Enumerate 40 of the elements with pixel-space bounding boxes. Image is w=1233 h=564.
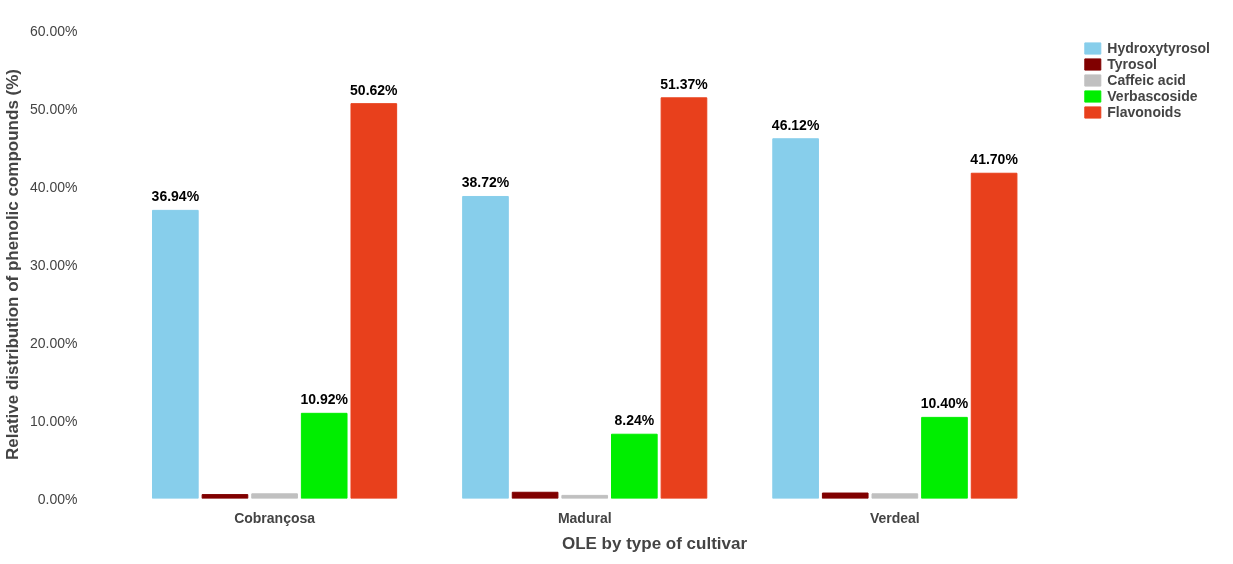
bar	[201, 494, 249, 499]
bar	[511, 491, 559, 499]
data-label: 38.72%	[461, 174, 510, 191]
y-tick-label: 40.00%	[30, 178, 78, 195]
bar	[152, 209, 199, 499]
bar	[611, 433, 658, 499]
x-axis-title: OLE by type of cultivar	[561, 533, 748, 553]
data-label: 50.62%	[350, 81, 399, 98]
bar	[300, 412, 348, 499]
data-label: 10.40%	[920, 395, 969, 412]
x-tick-label: Cobrançosa	[234, 509, 316, 526]
y-tick-label: 50.00%	[30, 100, 78, 117]
data-label: 41.70%	[970, 151, 1019, 168]
legend-label: Hydroxytyrosol	[1107, 40, 1210, 56]
y-tick-label: 20.00%	[30, 334, 78, 351]
y-tick-label: 0.00%	[37, 490, 78, 507]
bar	[350, 103, 398, 499]
bar	[871, 493, 919, 499]
legend-label: Verbascoside	[1107, 88, 1198, 104]
legend-label: Flavonoids	[1107, 104, 1182, 120]
data-label: 51.37%	[660, 75, 709, 92]
bar	[772, 138, 819, 499]
y-tick-label: 10.00%	[30, 412, 78, 429]
x-tick-label: Verdeal	[869, 509, 920, 526]
bar	[970, 172, 1018, 499]
bar	[921, 416, 968, 499]
y-tick-label: 30.00%	[30, 256, 78, 273]
bar	[462, 195, 509, 499]
x-tick-label: Madural	[557, 509, 612, 526]
y-axis-title: Relative distribution of phenolic compounds (%)	[3, 68, 23, 460]
data-label: 10.92%	[300, 391, 349, 408]
legend-label: Tyrosol	[1107, 56, 1157, 72]
data-label: 8.24%	[614, 412, 655, 429]
bar	[821, 492, 869, 499]
data-label: 36.94%	[151, 188, 200, 205]
y-tick-label: 60.00%	[30, 22, 78, 39]
bar	[660, 97, 708, 499]
data-label: 46.12%	[771, 116, 820, 133]
bar	[251, 493, 298, 499]
legend-label: Caffeic acid	[1107, 72, 1186, 88]
